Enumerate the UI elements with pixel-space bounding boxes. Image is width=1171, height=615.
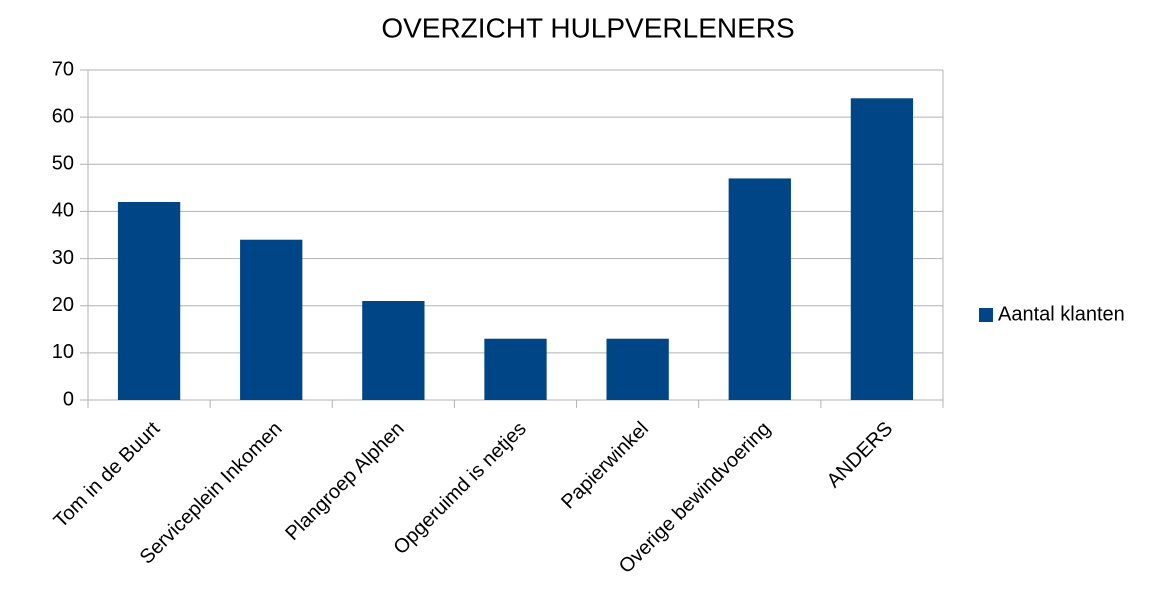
chart-title: OVERZICHT HULPVERLENERS <box>381 12 794 43</box>
y-tick-label: 60 <box>52 105 74 127</box>
bar <box>728 178 791 400</box>
y-tick-label: 0 <box>63 388 74 410</box>
y-tick-label: 20 <box>52 294 74 316</box>
x-tick-label: Papierwinkel <box>557 418 653 514</box>
bar <box>117 202 181 400</box>
x-tick-label: Tom in de Buurt <box>50 417 165 532</box>
bar <box>606 338 669 400</box>
y-tick-label: 70 <box>52 58 74 80</box>
y-tick-label: 10 <box>52 341 74 363</box>
bar <box>362 301 425 400</box>
y-tick-label: 30 <box>52 247 74 269</box>
x-tick-label: Opgeruimd is netjes <box>389 418 530 559</box>
x-tick-label: Plangroep Alphen <box>281 418 408 545</box>
bar <box>484 338 547 400</box>
bar <box>240 239 303 400</box>
legend-label: Aantal klanten <box>998 303 1125 325</box>
y-tick-label: 40 <box>52 200 74 222</box>
x-tick-label: ANDERS <box>823 418 898 493</box>
x-tick-label: Serviceplein Inkomen <box>136 418 287 569</box>
legend-swatch <box>979 308 993 322</box>
y-tick-label: 50 <box>52 153 74 175</box>
bar <box>850 98 914 401</box>
